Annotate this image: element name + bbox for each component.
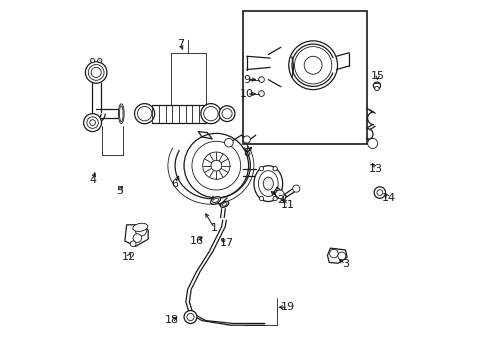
Circle shape	[91, 67, 101, 77]
Circle shape	[330, 249, 338, 258]
Ellipse shape	[220, 202, 229, 207]
Text: 18: 18	[165, 315, 178, 325]
Circle shape	[304, 56, 322, 74]
Circle shape	[222, 109, 232, 119]
Circle shape	[243, 136, 250, 143]
Circle shape	[91, 58, 95, 63]
Text: 14: 14	[381, 193, 395, 203]
Text: 19: 19	[281, 302, 295, 312]
Circle shape	[259, 167, 264, 171]
Ellipse shape	[211, 197, 220, 204]
Ellipse shape	[254, 166, 283, 202]
Ellipse shape	[258, 171, 278, 197]
Circle shape	[135, 104, 155, 124]
Circle shape	[259, 196, 264, 201]
Polygon shape	[125, 225, 148, 246]
Circle shape	[135, 225, 147, 236]
Text: 13: 13	[369, 164, 383, 174]
Text: 17: 17	[220, 238, 234, 248]
Circle shape	[289, 41, 338, 90]
Circle shape	[374, 187, 386, 198]
Text: 9: 9	[243, 75, 250, 85]
Text: 12: 12	[122, 252, 136, 262]
Circle shape	[133, 234, 142, 242]
Circle shape	[259, 77, 265, 82]
Circle shape	[84, 114, 101, 132]
Bar	[243, 12, 367, 144]
Circle shape	[275, 190, 284, 199]
Text: 7: 7	[177, 39, 184, 49]
Circle shape	[184, 134, 248, 198]
Circle shape	[87, 117, 98, 129]
Text: 15: 15	[371, 71, 385, 81]
Circle shape	[184, 311, 197, 323]
Text: 3: 3	[342, 259, 349, 269]
Text: 1: 1	[211, 224, 218, 233]
Ellipse shape	[133, 223, 147, 231]
Text: 5: 5	[116, 186, 123, 196]
Circle shape	[219, 106, 235, 122]
Circle shape	[211, 160, 221, 171]
Circle shape	[203, 152, 230, 179]
Ellipse shape	[120, 106, 123, 122]
Polygon shape	[327, 248, 347, 263]
Text: 4: 4	[89, 175, 96, 185]
Ellipse shape	[213, 198, 219, 203]
Text: 11: 11	[281, 200, 295, 210]
Text: 2: 2	[277, 195, 284, 205]
Circle shape	[338, 252, 346, 260]
Circle shape	[192, 141, 241, 190]
Circle shape	[375, 86, 379, 91]
Circle shape	[187, 314, 194, 320]
Circle shape	[130, 241, 136, 247]
Circle shape	[377, 190, 383, 195]
Circle shape	[294, 46, 332, 84]
Circle shape	[98, 58, 102, 63]
Circle shape	[224, 138, 233, 147]
Text: 16: 16	[190, 236, 203, 246]
Circle shape	[85, 62, 107, 83]
Circle shape	[273, 196, 277, 201]
Text: 6: 6	[172, 179, 178, 189]
Ellipse shape	[222, 203, 227, 206]
Circle shape	[88, 64, 104, 80]
Circle shape	[273, 167, 277, 171]
Text: 8: 8	[243, 148, 250, 158]
Circle shape	[90, 120, 96, 126]
Text: 10: 10	[240, 89, 254, 99]
Circle shape	[293, 185, 300, 192]
Circle shape	[259, 91, 265, 96]
Ellipse shape	[119, 104, 124, 123]
Circle shape	[137, 107, 152, 121]
Circle shape	[201, 104, 221, 124]
Ellipse shape	[263, 177, 273, 190]
Circle shape	[373, 82, 381, 89]
Circle shape	[368, 138, 378, 148]
Circle shape	[204, 107, 218, 121]
